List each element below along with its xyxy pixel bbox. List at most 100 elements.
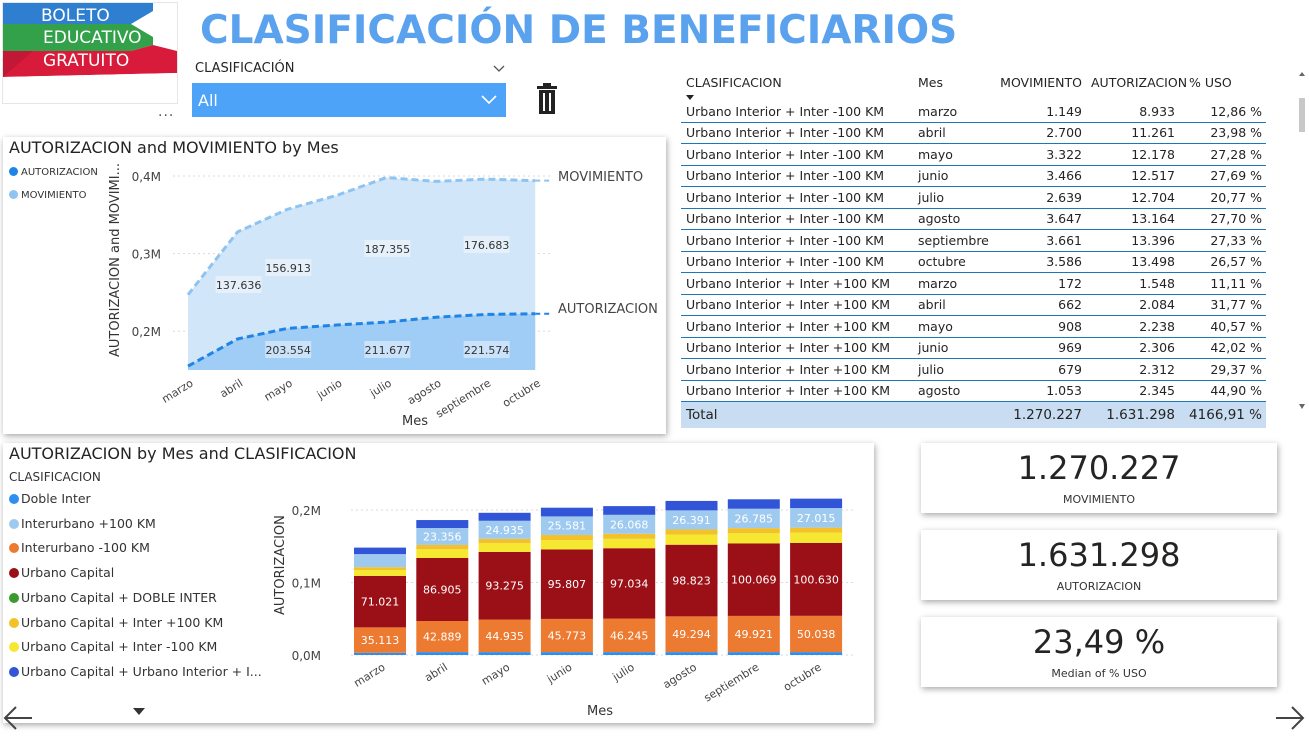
table-row[interactable]: Urbano Interior + Inter +100 KM julio 679 2… (681, 358, 1266, 381)
bar-segment (416, 544, 469, 550)
table-cell: Urbano Interior + Inter +100 KM (681, 380, 913, 402)
bar-segment (416, 528, 469, 545)
bar-segment (790, 527, 843, 533)
legend-scroll-down-icon[interactable] (133, 701, 145, 720)
table-cell: Urbano Interior + Inter -100 KM (681, 229, 913, 252)
slicer-dropdown[interactable]: All (192, 83, 506, 117)
autorizacion-line (187, 312, 536, 368)
table-row[interactable]: Urbano Interior + Inter +100 KM agosto 1.0… (681, 380, 1266, 402)
table-cell: 2.312 (1086, 358, 1179, 381)
bar-segment (540, 516, 593, 535)
table-cell: Urbano Interior + Inter -100 KM (681, 101, 913, 123)
legend-item[interactable]: Interurbano -100 KM (9, 540, 150, 555)
table-cell: Urbano Interior + Inter +100 KM (681, 337, 913, 359)
table-cell: agosto (913, 208, 992, 230)
kpi-value: 23,49 % (1032, 623, 1166, 661)
page-title: CLASIFICACIÓN DE BENEFICIARIOS (200, 8, 958, 53)
legend-item[interactable]: Urbano Capital + Urbano Interior + I... (9, 664, 262, 679)
legend-dot (9, 190, 18, 199)
data-label: 26.068 (610, 518, 649, 531)
legend-item[interactable]: Urbano Capital (9, 565, 114, 580)
arrow-left-icon[interactable] (2, 703, 34, 737)
bar-segment (540, 549, 593, 619)
y-tick-label: 0,0M (292, 649, 321, 663)
legend-label: Urbano Capital (21, 565, 115, 581)
bar-segment (727, 615, 780, 653)
table-row[interactable]: Urbano Interior + Inter -100 KM julio 2.63… (681, 186, 1266, 209)
table-row[interactable]: Urbano Interior + Inter -100 KM mayo 3.322… (681, 143, 1266, 166)
legend-title: CLASIFICACION (9, 470, 101, 484)
table-scrollbar[interactable] (1297, 70, 1307, 415)
bar-segment (478, 619, 531, 653)
legend-item[interactable]: Urbano Capital + Inter +100 KM (9, 615, 223, 630)
legend-item[interactable]: Interurbano +100 KM (9, 516, 156, 531)
legend-item[interactable]: Doble Inter (9, 491, 91, 506)
table-row[interactable]: Urbano Interior + Inter -100 KM junio 3.46… (681, 165, 1266, 187)
table-cell: 3.586 (992, 251, 1086, 273)
trash-icon[interactable] (536, 82, 558, 120)
bar-segment (354, 554, 406, 568)
table-cell: 2.639 (992, 186, 1086, 209)
total-cell (913, 401, 992, 428)
col-header-autorizacion[interactable]: AUTORIZACION (1091, 75, 1188, 90)
x-tick-label: junio (314, 376, 345, 402)
table-row[interactable]: Urbano Interior + Inter +100 KM abril 662 2… (681, 294, 1266, 316)
table-row[interactable]: Urbano Interior + Inter -100 KM marzo 1.14… (681, 101, 1266, 123)
col-header-movimiento[interactable]: MOVIMIENTO (1000, 75, 1082, 90)
legend-item[interactable]: Urbano Capital + Inter -100 KM (9, 639, 217, 654)
data-label: 44.935 (485, 630, 524, 643)
stacked-bar-panel: AUTORIZACION by Mes and CLASIFICACION CL… (3, 443, 874, 723)
x-tick-label: junio (544, 660, 575, 686)
table-cell: Urbano Interior + Inter -100 KM (681, 251, 913, 273)
bar-segment (540, 540, 593, 550)
table-row[interactable]: Urbano Interior + Inter +100 KM mayo 908 2.… (681, 315, 1266, 338)
x-tick-label: mayo (262, 376, 295, 403)
arrow-right-icon[interactable] (1274, 703, 1306, 737)
data-label: 93.275 (485, 580, 524, 593)
legend-item-autorizacion[interactable]: AUTORIZACION (9, 167, 98, 178)
table-row[interactable]: Urbano Interior + Inter +100 KM marzo 172 1… (681, 272, 1266, 295)
table-cell: julio (913, 358, 992, 381)
chevron-down-icon[interactable] (492, 60, 506, 79)
kpi-value: 1.631.298 (1017, 536, 1181, 574)
col-header-uso[interactable]: % USO (1189, 75, 1232, 90)
table-row[interactable]: Urbano Interior + Inter +100 KM junio 969 2… (681, 337, 1266, 359)
table-cell: 3.661 (992, 229, 1086, 252)
table-row[interactable]: Urbano Interior + Inter -100 KM abril 2.70… (681, 122, 1266, 144)
legend-item-movimiento[interactable]: MOVIMIENTO (9, 190, 86, 201)
y-tick-label: 0,2M (292, 504, 321, 518)
chart2-title: AUTORIZACION by Mes and CLASIFICACION (9, 444, 357, 463)
table-row[interactable]: Urbano Interior + Inter -100 KM octubre 3.… (681, 251, 1266, 273)
table-row[interactable]: Urbano Interior + Inter -100 KM septiembr… (681, 229, 1266, 252)
data-label: 50.038 (797, 628, 836, 641)
bar-segment (603, 538, 656, 549)
data-label: 187.355 (365, 243, 411, 256)
more-options[interactable]: ... (158, 104, 175, 120)
legend-dot (9, 167, 18, 176)
data-label: 26.391 (672, 514, 711, 527)
x-tick-label: agosto (405, 376, 444, 407)
data-label: 86.905 (423, 584, 462, 597)
legend-label: Urbano Capital + Urbano Interior + I... (21, 663, 262, 679)
data-label: 100.069 (731, 574, 777, 587)
table-cell: 679 (992, 358, 1086, 381)
area-chart[interactable]: 0,4M 0,3M 0,2M MOVIMIENTO AUTORIZACION 137.63… (3, 137, 666, 434)
stacked-bar-chart[interactable]: 0,2M 0,1M 0,0M 35.113 71.021 marzo 42.889 86.90… (3, 443, 874, 723)
col-header-clasificacion[interactable]: CLASIFICACION (681, 70, 913, 101)
legend-label: Urbano Capital + Inter -100 KM (21, 639, 218, 655)
bar-segment (478, 652, 531, 655)
y-axis-title: AUTORIZACION and MOVIMI... (108, 163, 123, 357)
x-tick-label: marzo (351, 660, 387, 689)
table-cell: abril (913, 122, 992, 144)
data-label: 35.113 (361, 634, 400, 647)
table-cell: 12.704 (1086, 186, 1179, 209)
bar-segment (790, 615, 843, 653)
col-header-mes[interactable]: Mes (918, 75, 943, 90)
bar-segment (416, 549, 469, 558)
table-cell: Urbano Interior + Inter +100 KM (681, 358, 913, 381)
x-tick-label: septiembre (702, 660, 762, 704)
table-cell: 27,70 % (1179, 208, 1266, 230)
legend-item[interactable]: Urbano Capital + DOBLE INTER (9, 590, 217, 605)
table-row[interactable]: Urbano Interior + Inter -100 KM agosto 3.6… (681, 208, 1266, 230)
bar-segment (727, 533, 780, 544)
